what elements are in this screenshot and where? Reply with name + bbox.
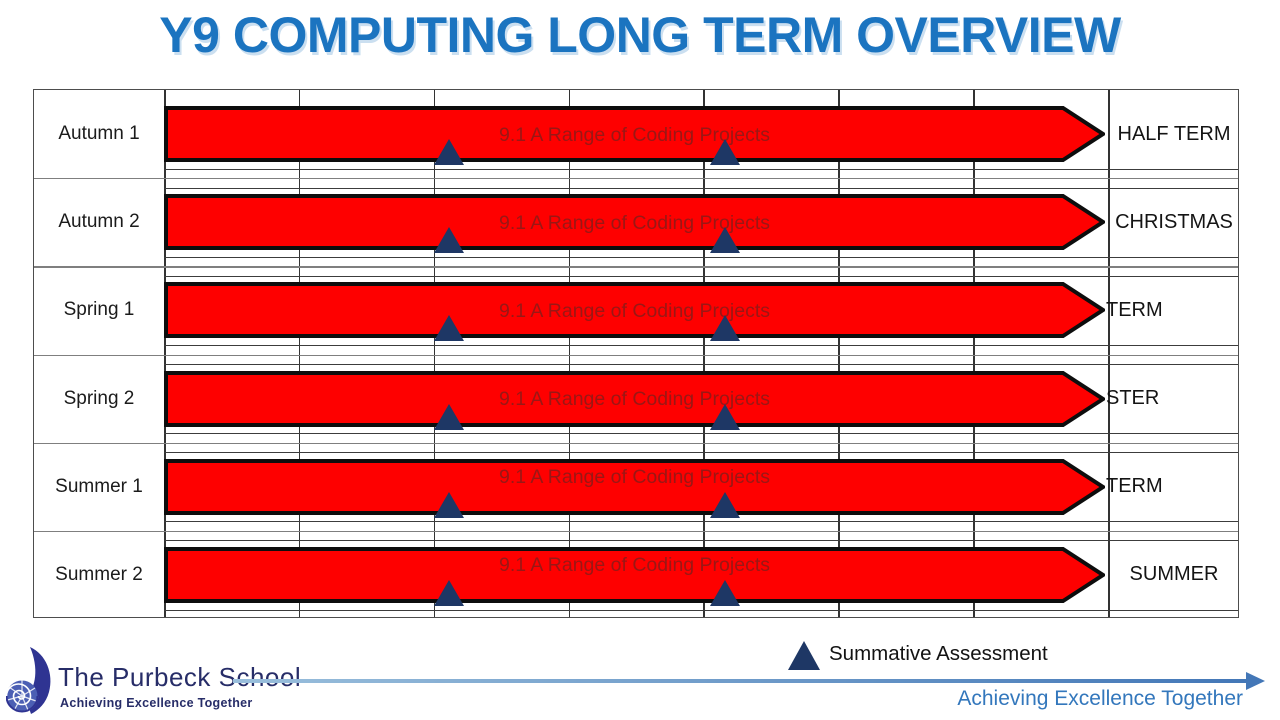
grid-line xyxy=(34,178,1238,180)
milestone-label: HALF TERM xyxy=(1117,122,1231,145)
arrow-right-icon xyxy=(1246,672,1265,690)
grid-line xyxy=(298,90,301,617)
school-name: The Purbeck School xyxy=(58,662,302,692)
assessment-triangle-icon xyxy=(433,579,464,606)
unit-arrow xyxy=(164,194,1105,251)
grid-line xyxy=(164,521,1238,523)
unit-arrow xyxy=(164,282,1105,339)
unit-label: 9.1 A Range of Coding Projects xyxy=(498,466,770,489)
milestone-label: STER xyxy=(1106,387,1160,410)
grid-line xyxy=(973,90,975,617)
unit-label: 9.1 A Range of Coding Projects xyxy=(498,388,770,411)
grid-line xyxy=(164,275,1238,277)
unit-label: 9.1 A Range of Coding Projects xyxy=(498,299,770,322)
assessment-triangle-icon xyxy=(710,403,741,430)
assessment-triangle-icon xyxy=(710,315,741,342)
slogan: Achieving Excellence Together xyxy=(957,687,1243,710)
overview-table: Autumn 1 9.1 A Range of Coding Projects … xyxy=(33,89,1239,618)
table-row: Summer 1 9.1 A Range of Coding Projects … xyxy=(34,443,1238,531)
grid-line xyxy=(164,433,1238,435)
grid-line xyxy=(164,345,1238,346)
term-label: Spring 1 xyxy=(63,299,135,321)
grid-line xyxy=(164,256,1238,258)
term-label: Summer 1 xyxy=(55,475,143,497)
assessment-triangle-icon xyxy=(710,227,741,254)
grid-line xyxy=(34,530,1238,533)
term-label: Spring 2 xyxy=(63,387,135,409)
assessment-triangle-icon xyxy=(710,579,741,606)
term-label: Autumn 1 xyxy=(58,123,140,145)
unit-label: 9.1 A Range of Coding Projects xyxy=(498,554,770,577)
grid-line xyxy=(164,540,1238,542)
unit-arrow xyxy=(164,106,1105,163)
term-label: Summer 2 xyxy=(55,563,143,585)
table-row: Summer 2 9.1 A Range of Coding Projects … xyxy=(34,531,1238,619)
assessment-triangle-icon xyxy=(710,139,741,166)
school-logo-nautilus-icon xyxy=(6,647,51,714)
grid-line xyxy=(838,90,840,617)
table-row: Spring 1 9.1 A Range of Coding Projects … xyxy=(34,266,1238,354)
school-motto: Achieving Excellence Together xyxy=(60,696,253,710)
grid-line xyxy=(1108,90,1110,617)
grid-line xyxy=(164,452,1238,454)
assessment-triangle-icon xyxy=(710,491,741,518)
assessment-triangle-icon xyxy=(433,403,464,430)
grid-line xyxy=(34,442,1238,444)
grid-line xyxy=(703,90,705,617)
milestone-label: CHRISTMAS xyxy=(1115,210,1233,233)
grid-line xyxy=(34,354,1238,356)
term-label: Autumn 2 xyxy=(58,211,140,233)
assessment-triangle-icon xyxy=(433,491,464,518)
legend-label: Summative Assessment xyxy=(829,642,1048,665)
table-row: Autumn 2 9.1 A Range of Coding Projects … xyxy=(34,178,1238,266)
unit-arrow xyxy=(164,458,1105,515)
assessment-triangle-icon xyxy=(433,227,464,254)
milestone-label: TERM xyxy=(1106,298,1163,321)
unit-arrow xyxy=(164,546,1105,603)
milestone-label: SUMMER xyxy=(1129,563,1219,586)
assessment-triangle-icon xyxy=(433,139,464,166)
unit-arrow xyxy=(164,370,1105,427)
page-title: Y9 COMPUTING LONG TERM OVERVIEW xyxy=(159,7,1121,63)
grid-line xyxy=(34,266,1238,268)
assessment-triangle-icon xyxy=(788,641,820,670)
grid-line xyxy=(164,90,166,617)
divider-line xyxy=(233,679,1246,683)
grid-line xyxy=(164,187,1238,189)
assessment-triangle-icon xyxy=(433,315,464,342)
grid-line xyxy=(164,609,1238,611)
unit-label: 9.1 A Range of Coding Projects xyxy=(498,211,770,234)
grid-line xyxy=(433,90,436,617)
grid-line xyxy=(164,364,1238,365)
milestone-label: TERM xyxy=(1106,475,1163,498)
table-row: Spring 2 9.1 A Range of Coding Projects … xyxy=(34,355,1238,443)
table-row: Autumn 1 9.1 A Range of Coding Projects … xyxy=(34,90,1238,178)
grid-line xyxy=(568,90,571,617)
grid-line xyxy=(164,168,1238,170)
unit-label: 9.1 A Range of Coding Projects xyxy=(498,123,770,146)
